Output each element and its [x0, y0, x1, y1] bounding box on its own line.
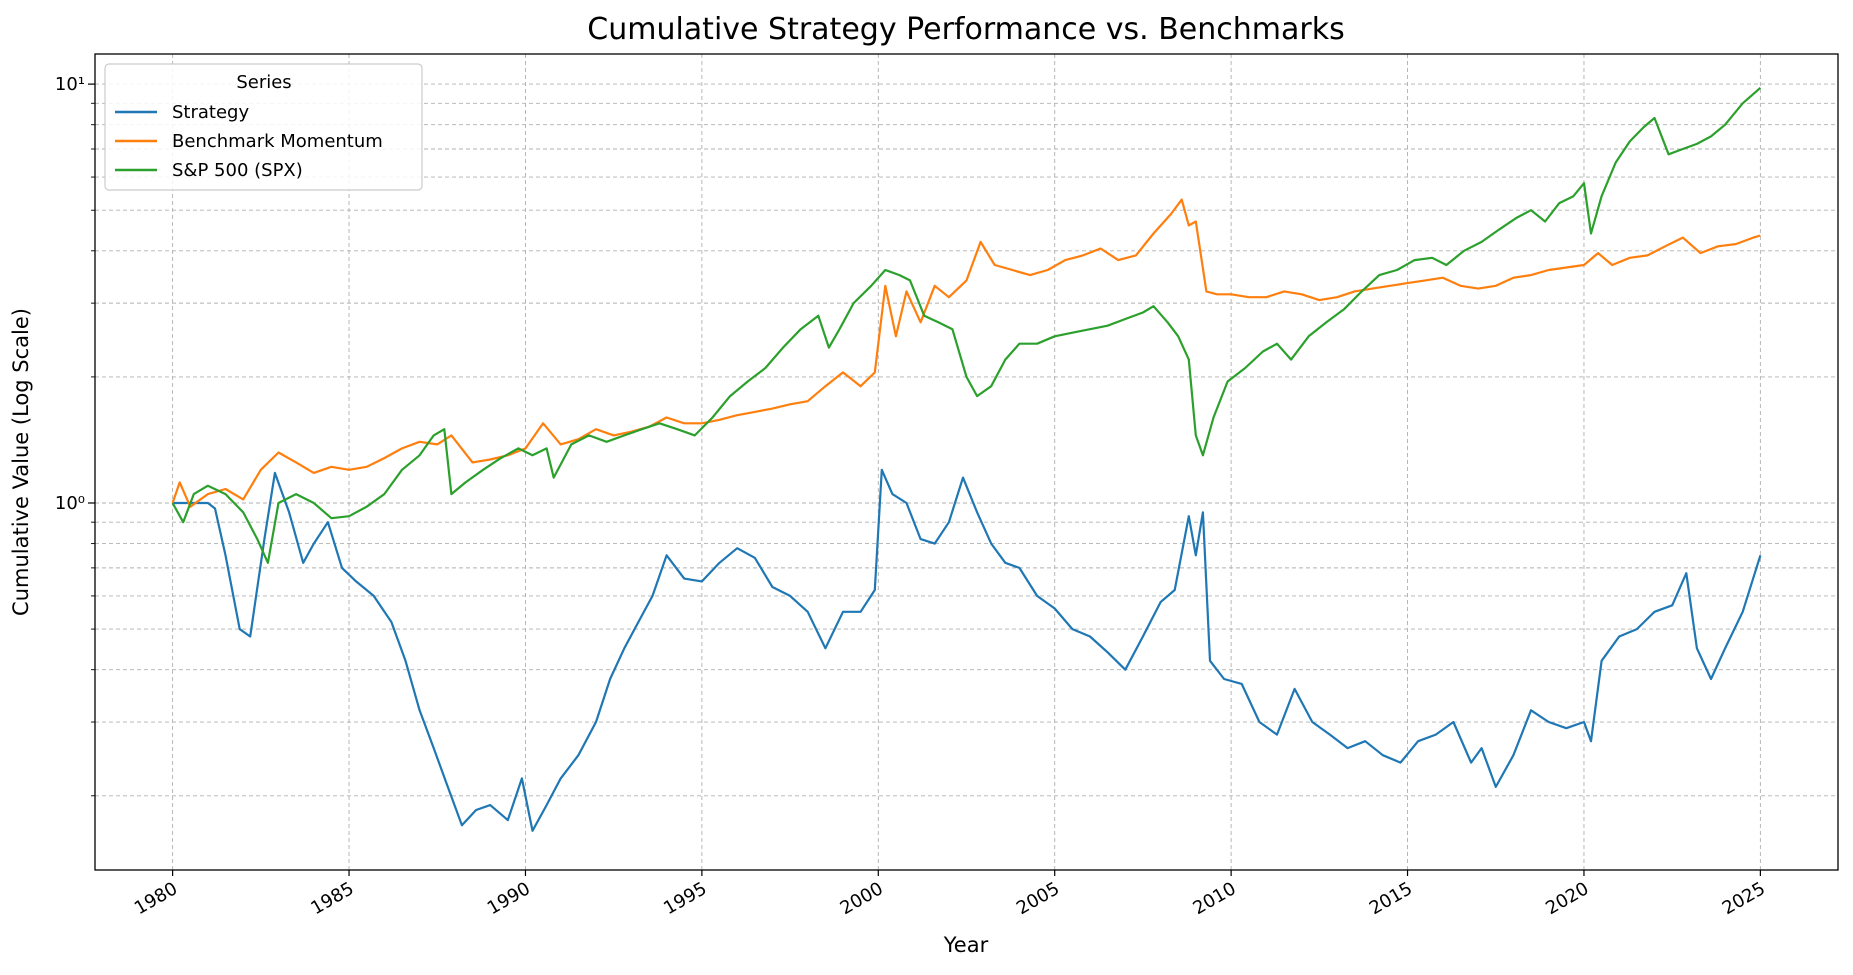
legend-box [104, 63, 423, 191]
legend-label-benchmark-momentum: Benchmark Momentum [172, 131, 383, 152]
chart-title: Cumulative Strategy Performance vs. Benc… [587, 12, 1344, 47]
y-tick-label: 10¹ [55, 74, 85, 95]
legend: Series Strategy Benchmark Momentum S&P 500… [104, 63, 423, 191]
series-line-s-p-500-spx [171, 86, 1762, 564]
legend-title: Series [236, 72, 291, 93]
x-axis-label: Year [943, 933, 989, 957]
legend-label-s-p-500-spx: S&P 500 (SPX) [172, 160, 303, 181]
y-axis-label: Cumulative Value (Log Scale) [9, 308, 33, 616]
plot-frame [94, 53, 1839, 871]
series-lines [171, 86, 1762, 832]
series-line-benchmark-momentum [171, 198, 1761, 508]
y-tick-label: 10⁰ [55, 493, 85, 514]
legend-label-strategy: Strategy [172, 102, 249, 123]
series-line-strategy [172, 468, 1762, 832]
